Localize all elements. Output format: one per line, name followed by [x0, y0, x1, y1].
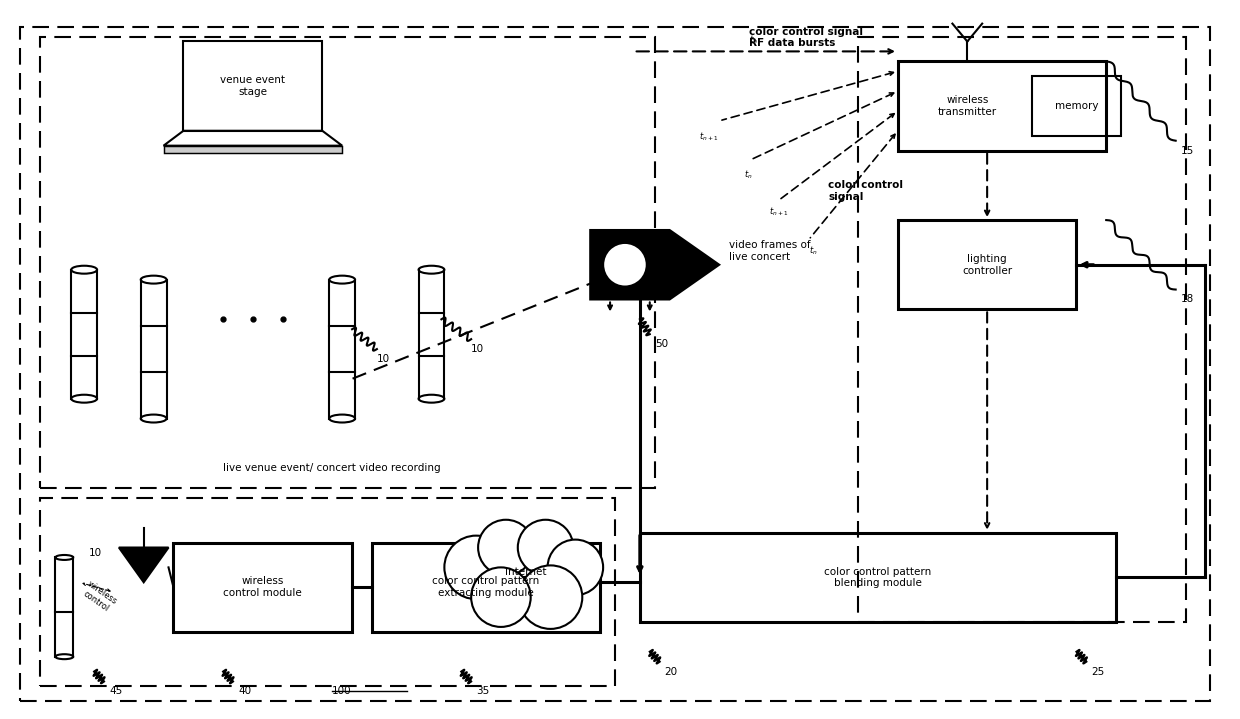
- Text: internet: internet: [505, 567, 547, 577]
- Text: 45: 45: [109, 687, 123, 697]
- Circle shape: [603, 243, 647, 287]
- Text: 100: 100: [332, 687, 352, 697]
- Polygon shape: [119, 548, 169, 582]
- Circle shape: [548, 539, 603, 595]
- Text: color control signal
RF data bursts: color control signal RF data bursts: [749, 27, 863, 48]
- Text: $t_{n+1}$: $t_{n+1}$: [699, 131, 719, 143]
- Text: $t_n$: $t_n$: [744, 168, 753, 181]
- Circle shape: [479, 520, 533, 575]
- Text: 35: 35: [476, 687, 490, 697]
- Text: wireless
control: wireless control: [79, 580, 119, 615]
- Circle shape: [444, 536, 508, 599]
- Polygon shape: [590, 230, 719, 300]
- Circle shape: [518, 565, 583, 629]
- Text: color control
signal: color control signal: [828, 180, 904, 202]
- Text: wireless
transmitter: wireless transmitter: [937, 95, 997, 116]
- Text: lighting
controller: lighting controller: [962, 254, 1012, 275]
- Text: color control pattern
blending module: color control pattern blending module: [825, 567, 931, 588]
- Text: 10: 10: [377, 354, 391, 364]
- Text: 10: 10: [471, 344, 485, 354]
- Text: 10: 10: [89, 548, 102, 557]
- Text: color control pattern
extracting module: color control pattern extracting module: [433, 577, 539, 598]
- Text: $t_n$: $t_n$: [749, 34, 758, 47]
- Text: live venue event/ concert video recording: live venue event/ concert video recordin…: [223, 463, 441, 473]
- Circle shape: [471, 567, 531, 627]
- Text: 20: 20: [665, 667, 678, 677]
- Text: wireless
control module: wireless control module: [223, 577, 303, 598]
- Text: $t_{n+1}$: $t_{n+1}$: [769, 205, 789, 218]
- Text: 50: 50: [655, 339, 668, 349]
- Text: 18: 18: [1180, 295, 1194, 304]
- Text: $t_n$: $t_n$: [808, 245, 817, 257]
- Circle shape: [518, 520, 573, 575]
- Text: venue event
stage: venue event stage: [221, 75, 285, 97]
- Polygon shape: [164, 146, 342, 152]
- Text: video frames of
live concert: video frames of live concert: [729, 240, 811, 262]
- Text: 15: 15: [1180, 146, 1194, 155]
- Text: memory: memory: [1055, 101, 1099, 111]
- Text: 40: 40: [238, 687, 250, 697]
- Text: 25: 25: [1091, 667, 1105, 677]
